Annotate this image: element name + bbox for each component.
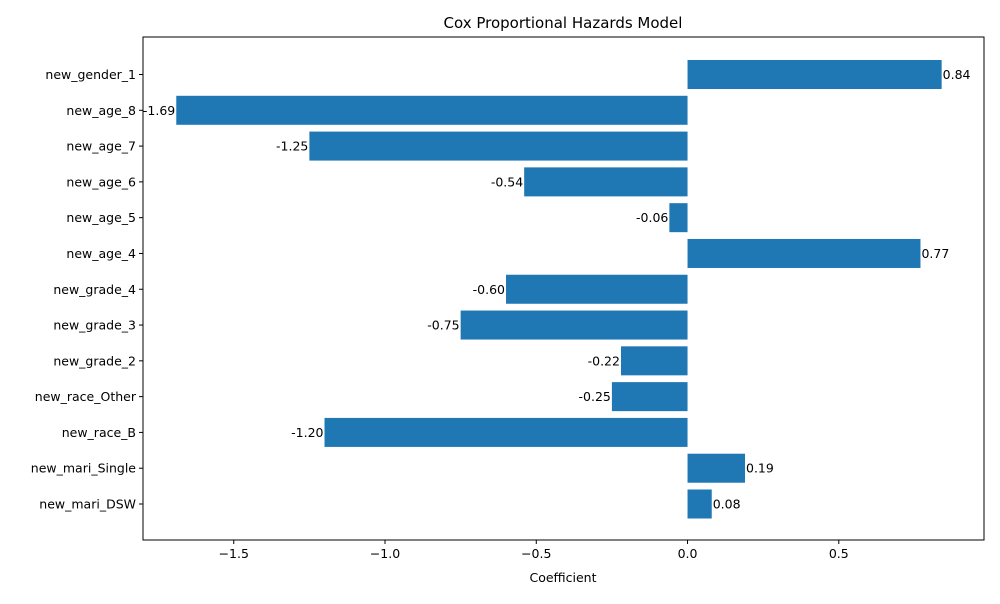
y-tick-label: new_gender_1 bbox=[45, 67, 136, 82]
data-label: -1.20 bbox=[291, 425, 323, 440]
y-tick-label: new_age_7 bbox=[66, 139, 136, 154]
y-tick-label: new_grade_2 bbox=[53, 353, 136, 368]
data-label: -0.25 bbox=[579, 389, 611, 404]
y-tick-label: new_age_5 bbox=[66, 210, 136, 225]
x-tick-label: −1.5 bbox=[219, 546, 249, 561]
y-tick-label: new_age_6 bbox=[66, 174, 136, 189]
data-label: -1.25 bbox=[276, 139, 308, 154]
bar-new_age_4 bbox=[687, 238, 921, 268]
bar-new_age_7 bbox=[309, 131, 688, 161]
y-tick-label: new_grade_3 bbox=[53, 318, 136, 333]
data-label: 0.08 bbox=[713, 497, 741, 512]
bar-new_race_Other bbox=[611, 382, 688, 412]
y-tick-label: new_grade_4 bbox=[53, 282, 136, 297]
bar-new_gender_1 bbox=[687, 60, 942, 89]
bar-new_grade_2 bbox=[620, 346, 688, 376]
chart-title: Cox Proportional Hazards Model bbox=[444, 14, 683, 32]
y-tick-label: new_race_B bbox=[62, 425, 136, 440]
bar-new_age_5 bbox=[669, 203, 688, 233]
data-label: -0.06 bbox=[636, 210, 668, 225]
y-tick-label: new_race_Other bbox=[35, 389, 137, 404]
data-label: 0.19 bbox=[746, 461, 774, 476]
data-label: -0.75 bbox=[427, 318, 459, 333]
data-label: -0.54 bbox=[491, 174, 523, 189]
data-label: 0.84 bbox=[943, 67, 971, 82]
bar-new_age_6 bbox=[524, 167, 688, 197]
x-tick-label: 0.0 bbox=[678, 546, 698, 561]
bar-new_mari_DSW bbox=[687, 489, 712, 519]
data-label: -0.60 bbox=[473, 282, 505, 297]
bar-new_race_B bbox=[324, 417, 688, 447]
y-tick-label: new_age_4 bbox=[66, 246, 136, 261]
data-label: -0.22 bbox=[588, 353, 620, 368]
plot-area: new_gender_1 0.84 new_age_8 -1.69 new_age_7 -… bbox=[31, 60, 971, 561]
y-tick-label: new_mari_Single bbox=[31, 461, 137, 476]
bar-new_grade_3 bbox=[460, 310, 688, 340]
x-tick-label: 0.5 bbox=[829, 546, 849, 561]
bar-new_age_8 bbox=[176, 95, 688, 125]
y-tick-label: new_age_8 bbox=[66, 103, 136, 118]
x-axis-title: Coefficient bbox=[529, 570, 596, 585]
bar-new_grade_4 bbox=[506, 274, 688, 304]
x-tick-label: −0.5 bbox=[521, 546, 551, 561]
data-label: -1.69 bbox=[143, 103, 175, 118]
plot-frame bbox=[142, 36, 985, 541]
x-tick-label: −1.0 bbox=[370, 546, 400, 561]
data-label: 0.77 bbox=[921, 246, 949, 261]
y-tick-label: new_mari_DSW bbox=[39, 497, 136, 512]
bar-new_mari_Single bbox=[687, 453, 746, 483]
